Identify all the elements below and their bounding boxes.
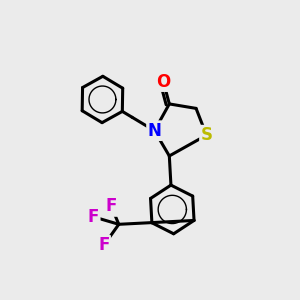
Text: S: S <box>200 126 212 144</box>
Text: F: F <box>98 236 110 254</box>
Text: F: F <box>106 197 117 215</box>
Text: O: O <box>156 73 170 91</box>
Text: F: F <box>88 208 99 226</box>
Text: N: N <box>148 122 161 140</box>
